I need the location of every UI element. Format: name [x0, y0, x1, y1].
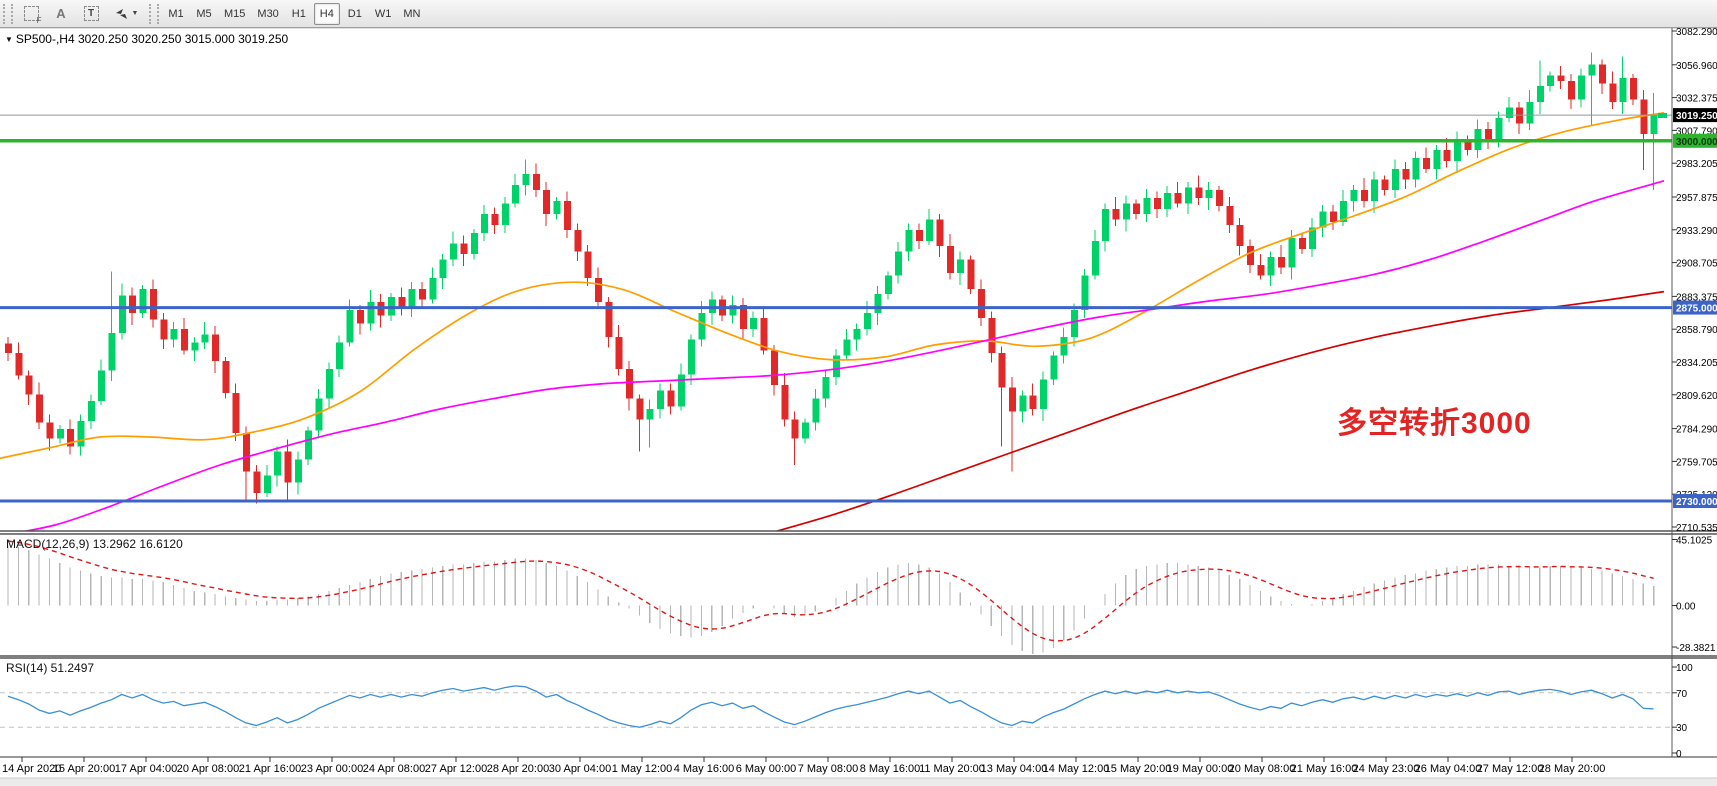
timeframe-w1-button[interactable]: W1 [370, 3, 397, 25]
svg-text:27 May 12:00: 27 May 12:00 [1477, 763, 1544, 775]
text-label-button[interactable]: A [47, 2, 75, 26]
svg-text:20 Apr 08:00: 20 Apr 08:00 [177, 763, 239, 775]
letter-a-icon: A [56, 6, 66, 21]
svg-text:21 Apr 16:00: 21 Apr 16:00 [239, 763, 301, 775]
svg-text:3019.250: 3019.250 [1676, 111, 1717, 122]
timeframe-m30-button[interactable]: M30 [252, 3, 283, 25]
svg-text:2957.875: 2957.875 [1676, 193, 1717, 204]
chart-annotation-text: 多空转折3000 [1337, 407, 1532, 440]
svg-text:20 May 08:00: 20 May 08:00 [1229, 763, 1296, 775]
timeframe-h4-button[interactable]: H4 [313, 2, 340, 25]
svg-text:27 Apr 12:00: 27 Apr 12:00 [425, 763, 487, 775]
svg-text:1 May 12:00: 1 May 12:00 [612, 763, 673, 775]
timeframe-m15-button[interactable]: M15 [219, 3, 250, 25]
svg-text:19 May 00:00: 19 May 00:00 [1167, 763, 1234, 775]
svg-text:2759.705: 2759.705 [1676, 457, 1717, 468]
toolbar: F A T ▼ M1 M5 M15 M30 H1 H4 D1 W1 MN [0, 0, 1717, 28]
toolbar-grip[interactable] [3, 3, 13, 24]
arrows-icon [115, 8, 127, 19]
dropdown-caret-icon: ▼ [131, 10, 139, 17]
svg-text:2809.620: 2809.620 [1676, 391, 1717, 402]
svg-text:14 May 12:00: 14 May 12:00 [1043, 763, 1110, 775]
fibonacci-tool-button[interactable]: F [17, 2, 45, 26]
macd-layer [7, 545, 1655, 654]
svg-text:2730.000: 2730.000 [1676, 497, 1717, 508]
svg-text:0: 0 [1676, 749, 1682, 760]
svg-text:14 Apr 2020: 14 Apr 2020 [2, 763, 61, 775]
svg-text:11 May 20:00: 11 May 20:00 [919, 763, 985, 775]
svg-text:2875.000: 2875.000 [1676, 304, 1717, 315]
svg-text:100: 100 [1676, 663, 1693, 674]
svg-text:30: 30 [1676, 723, 1688, 734]
svg-text:2858.790: 2858.790 [1676, 325, 1717, 336]
svg-text:0.00: 0.00 [1676, 602, 1696, 613]
svg-text:45.1025: 45.1025 [1676, 536, 1713, 547]
svg-text:3056.960: 3056.960 [1676, 61, 1717, 72]
svg-text:2710.535: 2710.535 [1676, 523, 1717, 534]
svg-text:6 May 00:00: 6 May 00:00 [736, 763, 797, 775]
svg-text:15 Apr 20:00: 15 Apr 20:00 [53, 763, 115, 775]
svg-text:28 May 20:00: 28 May 20:00 [1539, 763, 1606, 775]
timeframe-d1-button[interactable]: D1 [342, 3, 368, 25]
rsi-line [7, 685, 1654, 728]
svg-text:3082.290: 3082.290 [1676, 27, 1717, 38]
timeframe-mn-button[interactable]: MN [398, 3, 425, 25]
svg-text:30 Apr 04:00: 30 Apr 04:00 [549, 763, 611, 775]
svg-text:13 May 04:00: 13 May 04:00 [981, 763, 1048, 775]
svg-text:70: 70 [1676, 689, 1688, 700]
dashed-box-f-icon: F [23, 6, 42, 25]
svg-text:15 May 20:00: 15 May 20:00 [1105, 763, 1172, 775]
svg-text:24 Apr 08:00: 24 Apr 08:00 [363, 763, 425, 775]
svg-text:-28.3821: -28.3821 [1676, 643, 1716, 654]
arrows-tool-button[interactable]: ▼ [107, 2, 145, 26]
symbol-ohlc-text: SP500-,H4 3020.250 3020.250 3015.000 301… [15, 32, 289, 46]
svg-text:24 May 23:00: 24 May 23:00 [1353, 763, 1420, 775]
timeframe-m5-button[interactable]: M5 [191, 3, 217, 25]
svg-text:2883.375: 2883.375 [1676, 292, 1717, 303]
svg-text:2784.290: 2784.290 [1676, 425, 1717, 436]
svg-text:2933.290: 2933.290 [1676, 226, 1717, 237]
candles-layer [5, 52, 1658, 504]
macd-indicator-label: MACD(12,26,9) 13.2962 16.6120 [6, 537, 183, 551]
macd-signal-line [7, 540, 1654, 642]
dashed-box-t-icon: T [83, 6, 99, 21]
svg-text:17 Apr 04:00: 17 Apr 04:00 [115, 763, 177, 775]
svg-text:23 Apr 00:00: 23 Apr 00:00 [301, 763, 363, 775]
toolbar-grip-2[interactable] [149, 3, 159, 24]
symbol-dropdown-icon[interactable]: ▼ [5, 35, 13, 44]
svg-text:2983.205: 2983.205 [1676, 159, 1717, 170]
timeframe-m1-button[interactable]: M1 [163, 3, 189, 25]
svg-text:3032.375: 3032.375 [1676, 94, 1717, 105]
symbol-ohlc-header: ▼ SP500-,H4 3020.250 3020.250 3015.000 30… [5, 32, 288, 46]
svg-text:3007.790: 3007.790 [1676, 126, 1717, 137]
timeframe-h1-button[interactable]: H1 [286, 3, 312, 25]
svg-text:8 May 16:00: 8 May 16:00 [860, 763, 921, 775]
ma-lines-layer [0, 111, 1665, 531]
rsi-indicator-label: RSI(14) 51.2497 [6, 661, 95, 675]
svg-text:21 May 16:00: 21 May 16:00 [1291, 763, 1358, 775]
svg-text:26 May 04:00: 26 May 04:00 [1415, 763, 1482, 775]
svg-text:28 Apr 20:00: 28 Apr 20:00 [487, 763, 549, 775]
svg-text:7 May 08:00: 7 May 08:00 [798, 763, 859, 775]
svg-text:2834.205: 2834.205 [1676, 358, 1717, 369]
svg-text:2908.705: 2908.705 [1676, 259, 1717, 270]
text-box-button[interactable]: T [77, 2, 105, 26]
svg-text:3000.000: 3000.000 [1676, 137, 1717, 148]
svg-text:4 May 16:00: 4 May 16:00 [674, 763, 735, 775]
